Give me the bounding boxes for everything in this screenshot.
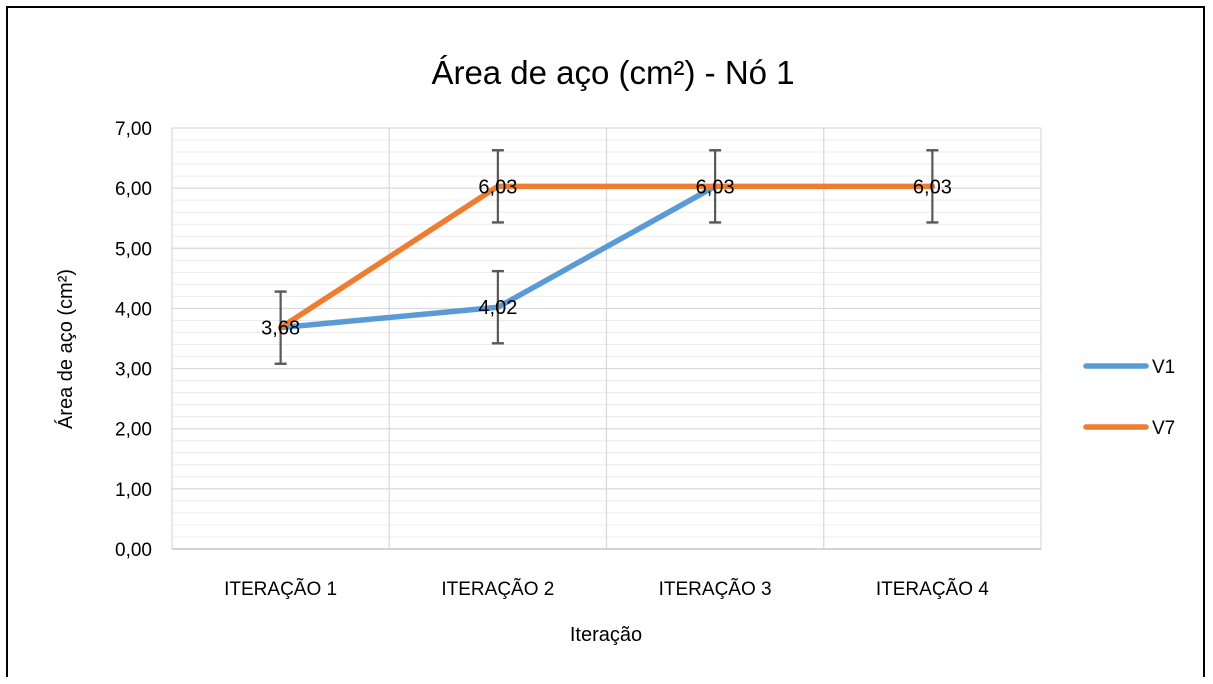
legend-label: V7 <box>1152 418 1175 439</box>
error-bar <box>709 149 722 224</box>
chart-frame: Área de aço (cm²) - Nó 1 0,00 1,00 2,00 3,0… <box>6 6 1205 677</box>
y-tick-label: 0,00 <box>115 540 152 561</box>
line-chart: Área de aço (cm²) - Nó 1 0,00 1,00 2,00 3,0… <box>54 54 1175 646</box>
error-bar <box>926 149 939 224</box>
x-axis-label: Iteração <box>570 624 642 646</box>
y-axis-label: Área de aço (cm²) <box>54 269 77 429</box>
legend-item-v1: V1 <box>1083 357 1175 378</box>
y-tick-label: 3,00 <box>115 360 152 381</box>
x-tick-label: ITERAÇÃO 2 <box>441 578 554 600</box>
data-label: 6,03 <box>913 176 952 198</box>
data-labels: 3,68 4,02 6,03 6,03 6,03 <box>261 176 952 339</box>
error-bar <box>274 290 287 365</box>
data-label: 4,02 <box>478 297 517 319</box>
y-axis-ticks: 0,00 1,00 2,00 3,00 4,00 5,00 6,00 7,00 <box>115 119 152 561</box>
x-tick-label: ITERAÇÃO 3 <box>659 578 772 600</box>
y-tick-label: 1,00 <box>115 480 152 501</box>
x-tick-label: ITERAÇÃO 4 <box>876 578 989 600</box>
error-bar <box>491 269 504 345</box>
series-line-v7 <box>277 183 936 331</box>
y-tick-label: 5,00 <box>115 239 152 260</box>
data-label: 6,03 <box>696 176 735 198</box>
data-label: 3,68 <box>261 318 300 340</box>
y-tick-label: 4,00 <box>115 299 152 320</box>
x-tick-label: ITERAÇÃO 1 <box>224 578 337 600</box>
error-bar <box>491 149 504 224</box>
data-label: 6,03 <box>478 176 517 198</box>
x-axis-ticks: ITERAÇÃO 1 ITERAÇÃO 2 ITERAÇÃO 3 ITERAÇÃO 4 <box>224 578 989 600</box>
grid <box>171 127 1042 550</box>
error-bars <box>274 149 939 365</box>
y-tick-label: 6,00 <box>115 179 152 200</box>
legend: V1 V7 <box>1083 357 1175 439</box>
y-tick-label: 2,00 <box>115 420 152 441</box>
legend-item-v7: V7 <box>1083 418 1175 439</box>
y-tick-label: 7,00 <box>115 119 152 140</box>
chart-title: Área de aço (cm²) - Nó 1 <box>431 54 794 91</box>
legend-label: V1 <box>1152 357 1175 378</box>
